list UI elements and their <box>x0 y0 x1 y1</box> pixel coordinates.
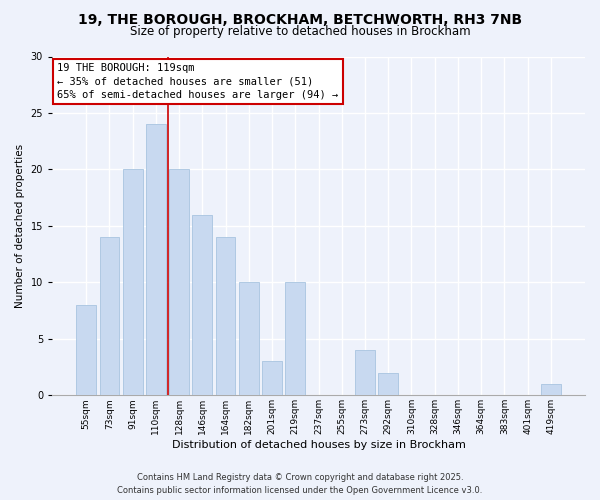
Bar <box>355 350 375 396</box>
Bar <box>193 214 212 396</box>
Text: 19, THE BOROUGH, BROCKHAM, BETCHWORTH, RH3 7NB: 19, THE BOROUGH, BROCKHAM, BETCHWORTH, R… <box>78 12 522 26</box>
Bar <box>541 384 561 396</box>
Bar <box>100 237 119 396</box>
Bar <box>123 170 143 396</box>
Bar <box>379 372 398 396</box>
Bar <box>146 124 166 396</box>
Bar <box>169 170 189 396</box>
Y-axis label: Number of detached properties: Number of detached properties <box>15 144 25 308</box>
Bar <box>286 282 305 396</box>
Text: 19 THE BOROUGH: 119sqm
← 35% of detached houses are smaller (51)
65% of semi-det: 19 THE BOROUGH: 119sqm ← 35% of detached… <box>58 64 338 100</box>
Text: Contains HM Land Registry data © Crown copyright and database right 2025.
Contai: Contains HM Land Registry data © Crown c… <box>118 474 482 495</box>
Bar <box>216 237 235 396</box>
Bar <box>262 362 282 396</box>
Bar <box>76 305 96 396</box>
Text: Size of property relative to detached houses in Brockham: Size of property relative to detached ho… <box>130 25 470 38</box>
Bar <box>239 282 259 396</box>
X-axis label: Distribution of detached houses by size in Brockham: Distribution of detached houses by size … <box>172 440 466 450</box>
